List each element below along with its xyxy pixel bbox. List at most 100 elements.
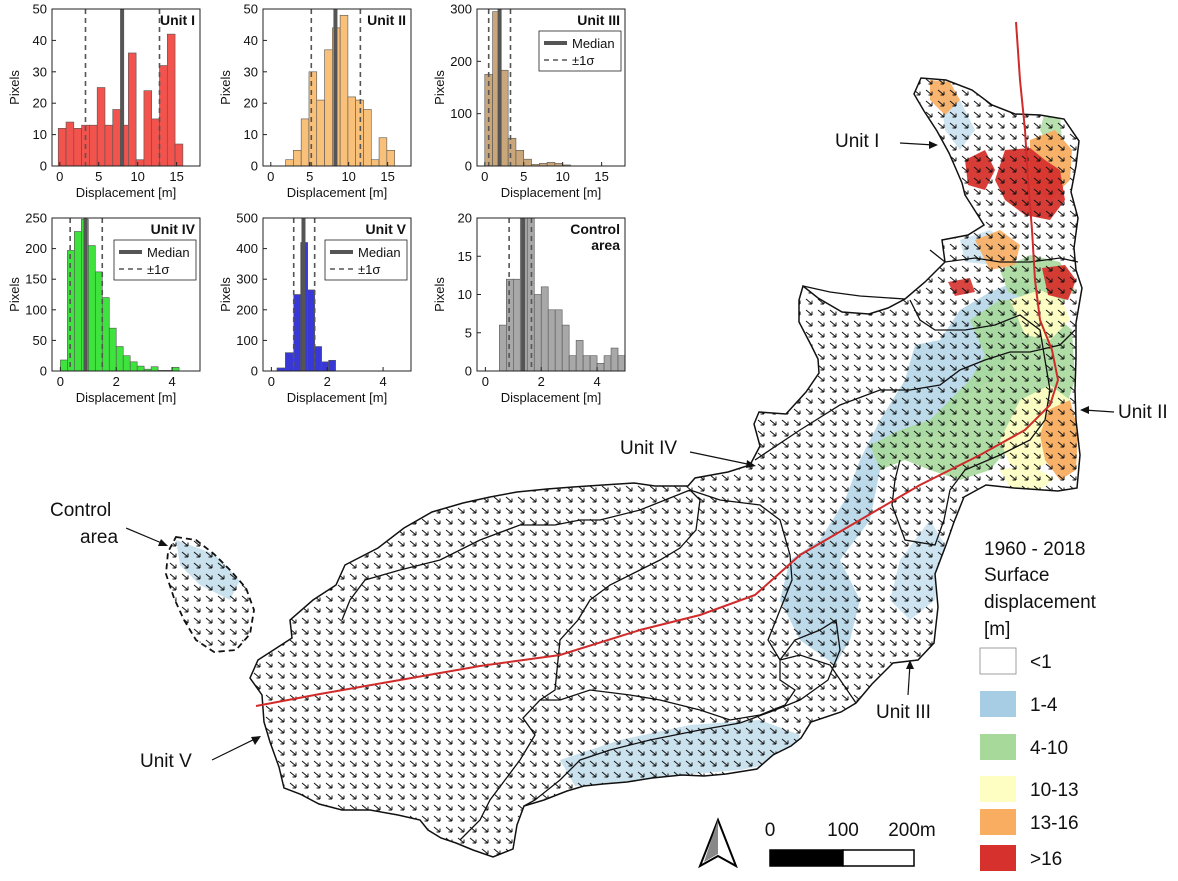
label-unit-i: Unit I <box>835 131 879 152</box>
histogram-bar <box>136 365 145 372</box>
histogram-bar <box>533 294 542 372</box>
label-control-area-line2: area <box>80 527 118 548</box>
y-tick-label: 100 <box>450 106 472 121</box>
x-tick-label: 0 <box>482 374 489 389</box>
legend-title-line4: [m] <box>984 619 1010 640</box>
y-tick-label: 0 <box>251 364 258 379</box>
y-axis-label: Pixels <box>7 70 22 105</box>
x-tick-label: 5 <box>306 169 313 184</box>
legend-title-line1: 1960 - 2018 <box>984 539 1085 560</box>
label-control-area-line1: Control <box>50 500 111 521</box>
x-axis-label: Displacement [m] <box>501 185 601 200</box>
y-axis-label: Pixels <box>432 277 447 312</box>
x-tick-label: 15 <box>380 169 394 184</box>
y-axis-label: Pixels <box>7 277 22 312</box>
label-unit-iii: Unit III <box>876 702 931 723</box>
histogram-bar <box>582 355 591 372</box>
y-tick-label: 300 <box>236 272 258 287</box>
histogram-bar <box>603 355 612 372</box>
panel-title: Unit II <box>367 12 406 28</box>
legend-swatch-gt16 <box>980 845 1016 871</box>
y-tick-label: 10 <box>458 287 472 302</box>
x-tick-label: 5 <box>95 169 102 184</box>
histogram-bar <box>88 245 96 372</box>
legend-label-4-10: 4-10 <box>1030 738 1068 759</box>
histogram-bar <box>378 137 388 167</box>
north-arrow-icon <box>698 817 738 869</box>
legend-sigma-label: ±1σ <box>572 53 594 68</box>
histogram-bar <box>363 109 372 167</box>
arrow-unit-iii <box>907 663 911 696</box>
histogram-bar <box>547 309 556 372</box>
legend-sigma-label: ±1σ <box>358 262 380 277</box>
legend-box <box>113 239 197 281</box>
histogram-bar <box>285 352 295 372</box>
histogram-bar <box>74 231 82 372</box>
histogram-bar <box>112 109 121 167</box>
unit-boundary-i <box>929 249 1079 263</box>
y-tick-label: 300 <box>450 2 472 17</box>
profile-line <box>255 21 1060 707</box>
x-tick-label: 10 <box>341 169 355 184</box>
arrow-head-icon <box>929 141 938 149</box>
histogram-panel-6: 0 2 4 0 5 10 15 20 Displacement [m] Pixels Control… <box>432 211 626 405</box>
scale-label-0: 0 <box>765 820 776 841</box>
panel-title: Unit V <box>366 221 407 237</box>
legend-swatch-lt1 <box>979 647 1017 675</box>
legend-swatch-10-13 <box>980 776 1016 802</box>
y-tick-label: 10 <box>33 127 47 142</box>
legend-swatch-13-16 <box>980 809 1016 835</box>
legend-label-1-4: 1-4 <box>1030 695 1058 716</box>
histogram-panel-4: 0 2 4 0 50 100 150 200 250 Displacement [m] Pixels… <box>7 211 201 405</box>
histogram-bar <box>285 159 294 167</box>
histogram-bar <box>108 327 117 372</box>
histogram-bar <box>150 366 159 372</box>
x-axis-label: Displacement [m] <box>287 185 387 200</box>
y-tick-label: 20 <box>33 96 47 111</box>
histogram-bar <box>128 52 137 167</box>
scale-segment-white <box>842 849 915 867</box>
histogram-bar <box>347 96 356 167</box>
histogram-bar <box>94 271 103 372</box>
y-tick-label: 200 <box>450 54 472 69</box>
histogram-bar <box>101 297 110 372</box>
histogram-bar <box>159 65 168 167</box>
panel-title: Unit I <box>160 12 195 28</box>
y-tick-label: 500 <box>236 211 258 226</box>
scale-segment-black <box>769 849 844 867</box>
histogram-bar <box>151 118 160 167</box>
control-area-raster <box>166 537 254 652</box>
y-axis-label: Pixels <box>218 70 233 105</box>
legend-label-lt1: <1 <box>1030 652 1052 673</box>
histogram-bar <box>513 278 521 372</box>
displacement-vectors <box>166 537 254 652</box>
x-tick-label: 2 <box>538 374 545 389</box>
label-unit-iv: Unit IV <box>620 438 677 459</box>
histogram-bar <box>324 49 333 167</box>
x-axis-label: Displacement [m] <box>76 185 176 200</box>
arrow-head-icon <box>1080 406 1089 414</box>
histogram-bar <box>540 286 549 372</box>
scale-bar: 0 100 200m <box>765 820 936 867</box>
histogram-bar <box>546 162 556 167</box>
label-unit-v: Unit V <box>140 751 192 772</box>
histogram-bar <box>314 346 322 372</box>
histogram-panel-1: 0 5 10 15 0 10 20 30 40 50 Displacement [m] Pixels U… <box>7 2 201 200</box>
panel-title: Control <box>570 221 620 237</box>
y-tick-label: 40 <box>33 33 47 48</box>
y-tick-label: 0 <box>40 364 47 379</box>
x-tick-label: 0 <box>56 169 63 184</box>
plot-frame <box>262 8 412 167</box>
histogram-bar <box>89 124 98 167</box>
y-tick-label: 150 <box>25 272 47 287</box>
histogram-bar <box>307 289 315 372</box>
y-tick-label: 30 <box>244 64 258 79</box>
legend-swatch-4-10 <box>980 734 1016 760</box>
arrow-unit-i <box>899 142 935 146</box>
unit-boundary-ii-inner <box>891 299 1051 546</box>
x-tick-label: 4 <box>168 374 175 389</box>
y-tick-label: 0 <box>251 159 258 174</box>
legend-sigma-label: ±1σ <box>147 262 169 277</box>
histogram-bar <box>523 158 532 167</box>
histogram-bar <box>617 355 626 372</box>
